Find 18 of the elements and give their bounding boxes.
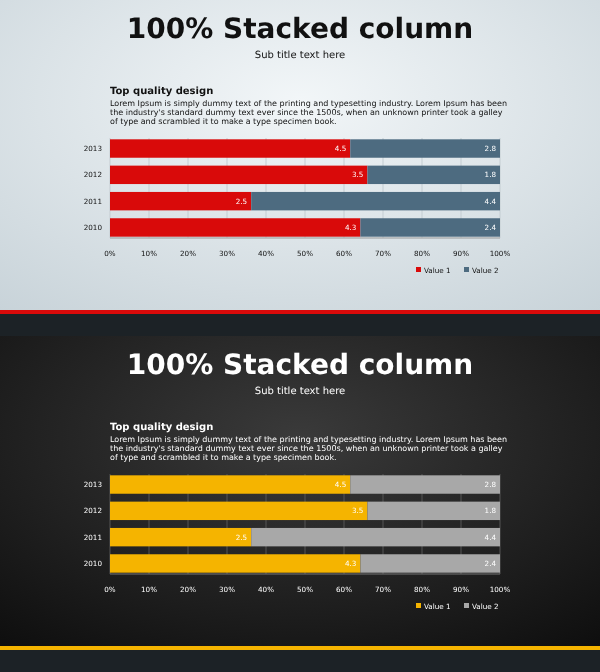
bar: [110, 554, 361, 573]
bar: [367, 501, 500, 521]
bar: [360, 218, 500, 237]
bar: [251, 527, 500, 547]
bar: [110, 475, 351, 494]
bar: [367, 165, 500, 185]
chart-title: 100% Stacked column: [126, 14, 474, 46]
bar: [110, 165, 368, 185]
bar: [251, 191, 500, 211]
bar: [110, 191, 252, 211]
chart-title: 100% Stacked column: [126, 350, 474, 382]
bar: [110, 139, 351, 158]
bar: [110, 527, 252, 547]
bar: [350, 475, 500, 494]
bar: [110, 501, 368, 521]
bar: [360, 554, 500, 573]
bar: [350, 139, 500, 158]
bar: [110, 218, 361, 237]
